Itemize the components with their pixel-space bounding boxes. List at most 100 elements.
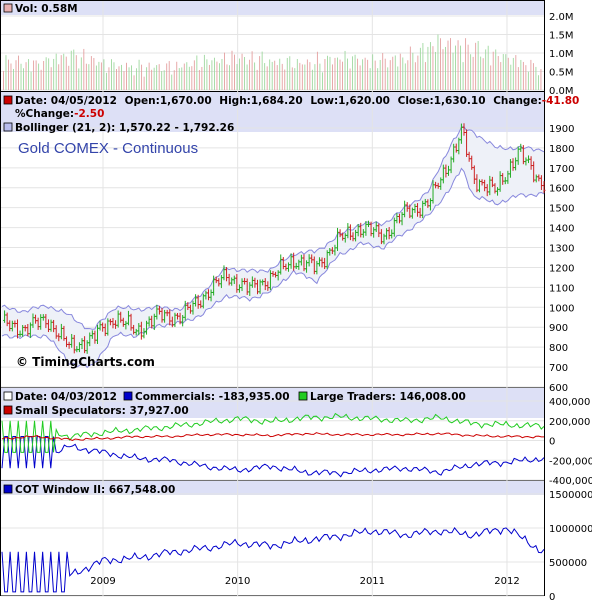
vol-header-band [1,1,544,15]
volume-bar [15,60,17,90]
price-tick-label: 1800 [549,144,574,155]
volume-bar [374,60,376,90]
volume-bar [138,59,140,90]
volume-bar [530,59,532,90]
volume-bar [251,51,253,90]
volume-bar [78,68,80,90]
small-spec-swatch [3,405,13,415]
volume-bar [33,60,35,90]
volume-bar [485,49,487,90]
volume-bar [296,58,298,90]
volume-bar [30,71,32,90]
volume-bar [90,56,92,90]
volume-bar [276,65,278,90]
volume-bar [244,57,246,90]
axis-labels: 2.0M 1.5M 1.0M 0.5M 0.0M 1900 1800 1700 1600 1500… [90,12,592,603]
volume-bar [191,66,193,90]
volume-bar [535,66,537,90]
volume-bar [299,62,301,90]
volume-bar [271,61,273,90]
volume-bar [53,58,55,90]
large-traders-label: Large Traders: 146,008.00 [310,391,466,403]
price-tick-label: 1300 [549,244,574,255]
volume-bar [256,69,258,90]
volume-bar [151,69,153,90]
volume-bar [80,57,82,90]
volume-bar [352,56,354,90]
price-tick-label: 1700 [549,164,574,175]
volume-bar [470,54,472,90]
volume-bar [128,67,130,90]
volume-bar [337,57,338,90]
volume-bar [13,68,14,90]
volume-bar [266,66,268,90]
volume-bar [332,64,333,90]
window-header-band [1,481,544,495]
volume-bar [166,63,168,90]
volume-bar [304,64,306,90]
volume-bar [349,68,351,90]
price-open: Open:1,670.00 [125,95,212,107]
window-tick-label: 1000000 [549,524,592,535]
volume-bar [211,60,213,90]
volume-bar [465,38,467,90]
volume-bar [392,56,394,90]
volume-bar [126,62,127,90]
volume-bar [60,55,62,90]
x-tick-label: 2011 [360,576,385,587]
volume-bar [457,40,459,90]
volume-bar [163,70,165,90]
volume-bar [121,64,122,90]
volume-bar [537,75,539,90]
volume-bar [472,56,474,90]
volume-bar [490,65,492,90]
volume-bar [367,59,369,90]
volume-bar [156,65,158,90]
volume-bar [113,62,115,90]
price-tick-label: 1900 [549,124,574,135]
volume-bar [246,64,248,90]
volume-bar [141,64,143,90]
volume-bar [417,55,419,90]
price-tick-label: 1200 [549,263,574,274]
price-pct-value: -2.50 [74,108,104,120]
volume-bar [517,67,519,90]
volume-bar [447,40,449,90]
volume-bar [435,51,436,90]
bollinger-upper-line [1,126,545,330]
cot-window-panel [0,480,545,596]
volume-bar [525,65,527,90]
cot-window-line [1,527,545,593]
volume-bar [168,61,170,90]
volume-bar [105,72,107,90]
volume-bar [68,65,70,90]
price-legend-swatch [3,95,13,105]
vol-label: Vol: 0.58M [15,3,78,15]
window-tick-label: 1500000 [549,490,592,501]
volume-bar [306,59,308,90]
volume-bar [344,50,346,90]
price-tick-label: 800 [549,343,568,354]
large-traders-swatch [298,391,308,401]
volume-bar [492,51,494,90]
volume-bar [116,69,117,90]
volume-bar [28,59,30,90]
price-change-value: -41.80 [542,95,580,107]
volume-bar [241,53,243,90]
volume-bar [236,64,238,90]
watermark: © TimingCharts.com [16,355,155,369]
volume-bar [274,60,276,90]
volume-bar [224,52,225,90]
volume-bar [201,66,203,90]
volume-bar [95,65,97,90]
volume-bar [520,59,522,90]
price-date: Date: 04/05/2012 [15,95,117,107]
volume-bar [10,63,12,90]
x-tick-label: 2012 [494,576,519,587]
volume-bar [327,55,328,90]
volume-bar [314,64,316,90]
volume-bar [73,49,75,90]
volume-bar [324,58,326,90]
vol-legend-swatch [3,3,13,13]
commercials-swatch [123,391,133,401]
